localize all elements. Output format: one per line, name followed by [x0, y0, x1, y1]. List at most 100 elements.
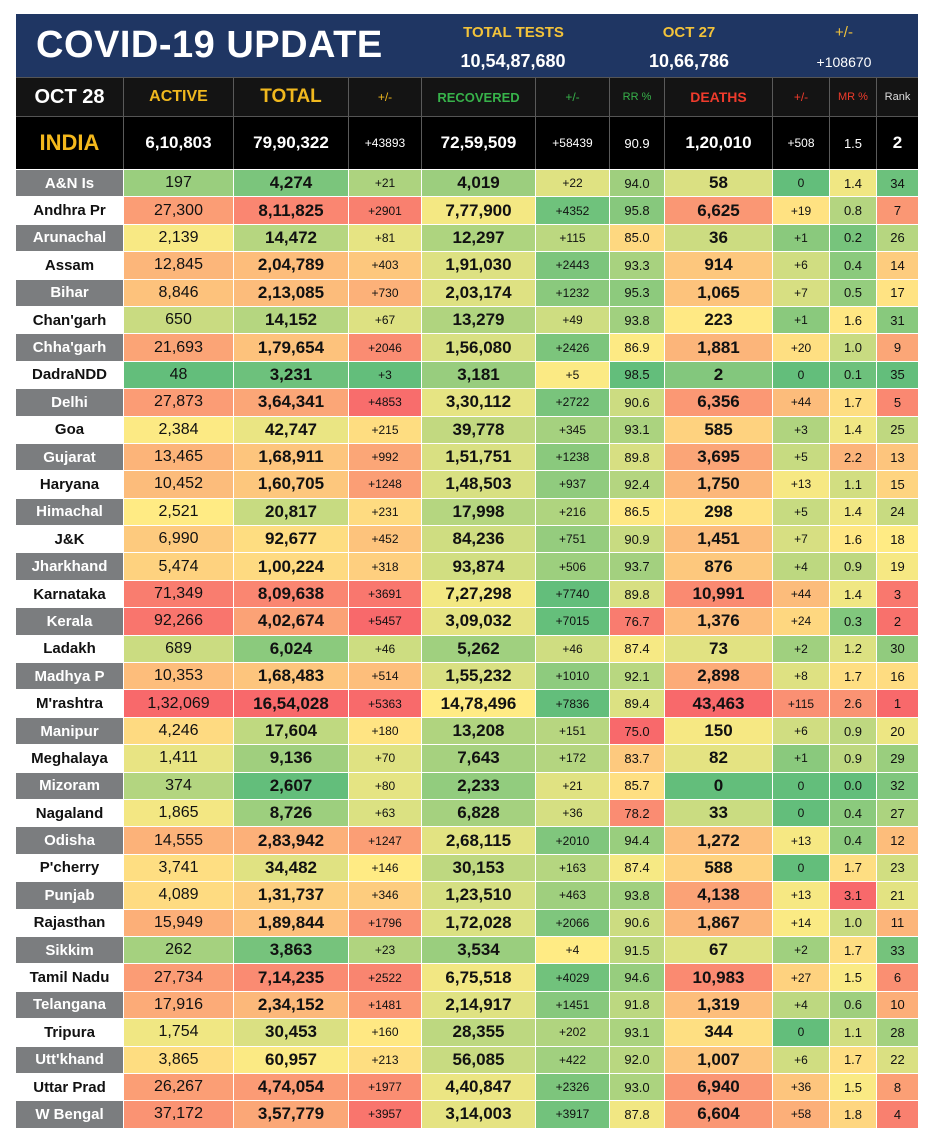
recovery-rate-cell: 92.4 — [610, 471, 665, 498]
deaths-delta-cell: +7 — [773, 526, 830, 553]
recovered-delta-cell: +2326 — [536, 1073, 610, 1101]
table-row: Karnataka 71,349 8,09,638 +3691 7,27,298 +774… — [16, 579, 918, 608]
total-delta-cell: +3957 — [349, 1101, 422, 1128]
state-name: Tripura — [16, 1019, 124, 1046]
deaths-cell: 58 — [665, 170, 773, 197]
recovery-rate-cell: 94.4 — [610, 827, 665, 854]
deaths-cell: 2 — [665, 361, 773, 389]
state-table-body: A&N Is 197 4,274 +21 4,019 +22 94.0 58 0 1.4 34 And… — [16, 169, 918, 1128]
table-row: Madhya P 10,353 1,68,483 +514 1,55,232 +1010 9… — [16, 662, 918, 690]
recovered-delta-cell: +4352 — [536, 197, 610, 224]
recovered-delta-cell: +202 — [536, 1019, 610, 1046]
deaths-delta-cell: +7 — [773, 279, 830, 306]
total-cell: 2,13,085 — [234, 279, 349, 306]
rank-cell: 2 — [877, 608, 918, 635]
recovered-delta-cell: +345 — [536, 416, 610, 443]
total-cell: 6,024 — [234, 635, 349, 663]
total-cell: 17,604 — [234, 717, 349, 745]
recovery-rate-cell: 90.6 — [610, 909, 665, 936]
mortality-rate-cell: 0.9 — [830, 553, 877, 580]
total-delta-cell: +23 — [349, 936, 422, 964]
deaths-cell: 33 — [665, 799, 773, 827]
rank-cell: 24 — [877, 498, 918, 526]
total-delta-cell: +67 — [349, 306, 422, 334]
total-cell: 1,79,654 — [234, 334, 349, 361]
active-cell: 1,411 — [124, 745, 234, 772]
table-row: Rajasthan 15,949 1,89,844 +1796 1,72,028 +206… — [16, 908, 918, 936]
recovered-cell: 12,297 — [422, 224, 536, 252]
table-row: M'rashtra 1,32,069 16,54,028 +5363 14,78,496… — [16, 689, 918, 717]
total-delta-cell: +5457 — [349, 608, 422, 635]
active-cell: 5,474 — [124, 553, 234, 580]
recovered-delta-cell: +2066 — [536, 909, 610, 936]
table-row: Goa 2,384 42,747 +215 39,778 +345 93.1 585 +3 1.4… — [16, 415, 918, 443]
total-delta-cell: +3691 — [349, 580, 422, 608]
state-name: Karnataka — [16, 580, 124, 608]
mortality-rate-cell: 1.8 — [830, 1101, 877, 1128]
active-cell: 4,089 — [124, 882, 234, 909]
total-delta-cell: +514 — [349, 663, 422, 690]
total-delta-cell: +80 — [349, 772, 422, 799]
active-cell: 27,734 — [124, 964, 234, 991]
total-delta-cell: +452 — [349, 526, 422, 553]
header-deaths: DEATHS — [665, 78, 773, 116]
recovered-delta-cell: +46 — [536, 635, 610, 663]
deaths-cell: 1,750 — [665, 471, 773, 498]
deaths-delta-cell: +44 — [773, 580, 830, 608]
deaths-cell: 876 — [665, 553, 773, 580]
state-name: Goa — [16, 416, 124, 443]
state-name: DadraNDD — [16, 361, 124, 389]
total-cell: 30,453 — [234, 1019, 349, 1046]
state-name: Gujarat — [16, 443, 124, 471]
deaths-cell: 588 — [665, 854, 773, 882]
state-name: Rajasthan — [16, 909, 124, 936]
state-name: Utt'khand — [16, 1046, 124, 1073]
table-row: Nagaland 1,865 8,726 +63 6,828 +36 78.2 33 0 0.4 2… — [16, 798, 918, 827]
recovered-delta-cell: +22 — [536, 170, 610, 197]
mortality-rate-cell: 3.1 — [830, 882, 877, 909]
total-delta-cell: +231 — [349, 498, 422, 526]
active-cell: 1,32,069 — [124, 690, 234, 717]
recovered-cell: 2,14,917 — [422, 991, 536, 1019]
state-name: Tamil Nadu — [16, 964, 124, 991]
deaths-delta-cell: +1 — [773, 745, 830, 772]
recovery-rate-cell: 92.0 — [610, 1046, 665, 1073]
recovered-cell: 7,27,298 — [422, 580, 536, 608]
table-row: Bihar 8,846 2,13,085 +730 2,03,174 +1232 95.3 1… — [16, 278, 918, 306]
rank-cell: 1 — [877, 690, 918, 717]
deaths-delta-cell: 0 — [773, 361, 830, 389]
deaths-delta-cell: +3 — [773, 416, 830, 443]
recovered-cell: 1,56,080 — [422, 334, 536, 361]
state-name: Ladakh — [16, 635, 124, 663]
mortality-rate-cell: 2.6 — [830, 690, 877, 717]
recovered-cell: 93,874 — [422, 553, 536, 580]
total-cell: 1,00,224 — [234, 553, 349, 580]
recovered-cell: 5,262 — [422, 635, 536, 663]
mortality-rate-cell: 0.4 — [830, 799, 877, 827]
india-total-row: INDIA 6,10,803 79,90,322 +43893 72,59,50… — [16, 116, 918, 169]
active-cell: 71,349 — [124, 580, 234, 608]
table-row: Tamil Nadu 27,734 7,14,235 +2522 6,75,518 +40… — [16, 963, 918, 991]
mortality-rate-cell: 1.5 — [830, 964, 877, 991]
total-delta-cell: +146 — [349, 854, 422, 882]
recovered-delta-cell: +2443 — [536, 252, 610, 279]
active-cell: 2,139 — [124, 224, 234, 252]
header-recovered-delta: +/- — [536, 78, 610, 116]
table-row: P'cherry 3,741 34,482 +146 30,153 +163 87.4 588… — [16, 853, 918, 882]
recovered-cell: 1,48,503 — [422, 471, 536, 498]
recovery-rate-cell: 92.1 — [610, 663, 665, 690]
state-name: Uttar Prad — [16, 1073, 124, 1101]
header-active: ACTIVE — [124, 78, 234, 116]
deaths-delta-cell: +6 — [773, 717, 830, 745]
recovery-rate-cell: 93.8 — [610, 306, 665, 334]
total-cell: 14,152 — [234, 306, 349, 334]
active-cell: 2,521 — [124, 498, 234, 526]
deaths-delta-cell: +36 — [773, 1073, 830, 1101]
active-cell: 26,267 — [124, 1073, 234, 1101]
deaths-delta-cell: 0 — [773, 1019, 830, 1046]
deaths-delta-cell: +14 — [773, 909, 830, 936]
recovered-cell: 3,09,032 — [422, 608, 536, 635]
total-delta-cell: +46 — [349, 635, 422, 663]
rank-cell: 5 — [877, 389, 918, 416]
deaths-cell: 1,867 — [665, 909, 773, 936]
